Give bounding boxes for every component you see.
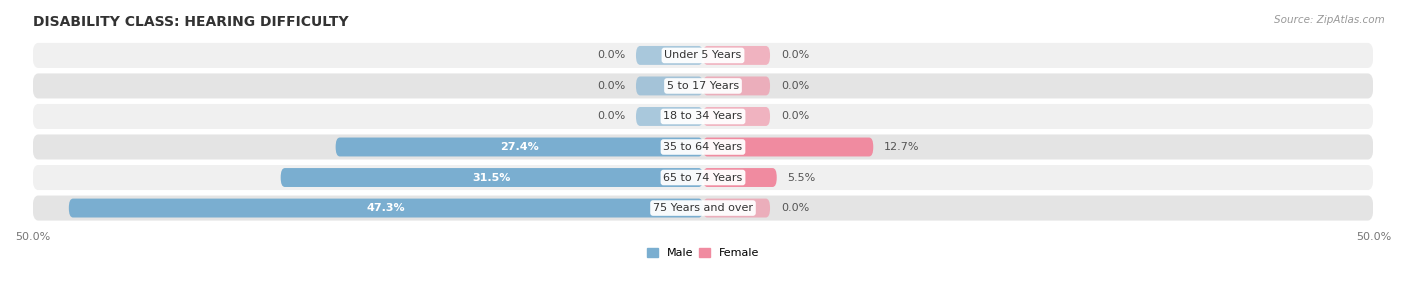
- FancyBboxPatch shape: [703, 46, 770, 65]
- FancyBboxPatch shape: [32, 196, 1374, 221]
- FancyBboxPatch shape: [281, 168, 703, 187]
- FancyBboxPatch shape: [32, 73, 1374, 99]
- Text: 12.7%: 12.7%: [884, 142, 920, 152]
- Text: 5 to 17 Years: 5 to 17 Years: [666, 81, 740, 91]
- Text: 31.5%: 31.5%: [472, 173, 510, 182]
- Text: 47.3%: 47.3%: [367, 203, 405, 213]
- Text: 18 to 34 Years: 18 to 34 Years: [664, 111, 742, 121]
- Text: 0.0%: 0.0%: [780, 50, 808, 60]
- Text: Under 5 Years: Under 5 Years: [665, 50, 741, 60]
- Text: 35 to 64 Years: 35 to 64 Years: [664, 142, 742, 152]
- FancyBboxPatch shape: [69, 199, 703, 218]
- Text: 75 Years and over: 75 Years and over: [652, 203, 754, 213]
- Text: 5.5%: 5.5%: [787, 173, 815, 182]
- FancyBboxPatch shape: [703, 76, 770, 95]
- Legend: Male, Female: Male, Female: [643, 243, 763, 263]
- Text: 0.0%: 0.0%: [598, 81, 626, 91]
- Text: DISABILITY CLASS: HEARING DIFFICULTY: DISABILITY CLASS: HEARING DIFFICULTY: [32, 15, 349, 29]
- FancyBboxPatch shape: [636, 46, 703, 65]
- FancyBboxPatch shape: [32, 134, 1374, 159]
- FancyBboxPatch shape: [32, 43, 1374, 68]
- FancyBboxPatch shape: [703, 199, 770, 218]
- Text: 0.0%: 0.0%: [598, 111, 626, 121]
- Text: Source: ZipAtlas.com: Source: ZipAtlas.com: [1274, 15, 1385, 25]
- Text: 0.0%: 0.0%: [780, 203, 808, 213]
- Text: 0.0%: 0.0%: [780, 81, 808, 91]
- FancyBboxPatch shape: [703, 137, 873, 156]
- Text: 0.0%: 0.0%: [780, 111, 808, 121]
- FancyBboxPatch shape: [636, 76, 703, 95]
- Text: 65 to 74 Years: 65 to 74 Years: [664, 173, 742, 182]
- Text: 27.4%: 27.4%: [501, 142, 538, 152]
- FancyBboxPatch shape: [32, 165, 1374, 190]
- FancyBboxPatch shape: [703, 168, 776, 187]
- FancyBboxPatch shape: [636, 107, 703, 126]
- FancyBboxPatch shape: [32, 104, 1374, 129]
- FancyBboxPatch shape: [336, 137, 703, 156]
- Text: 0.0%: 0.0%: [598, 50, 626, 60]
- FancyBboxPatch shape: [703, 107, 770, 126]
